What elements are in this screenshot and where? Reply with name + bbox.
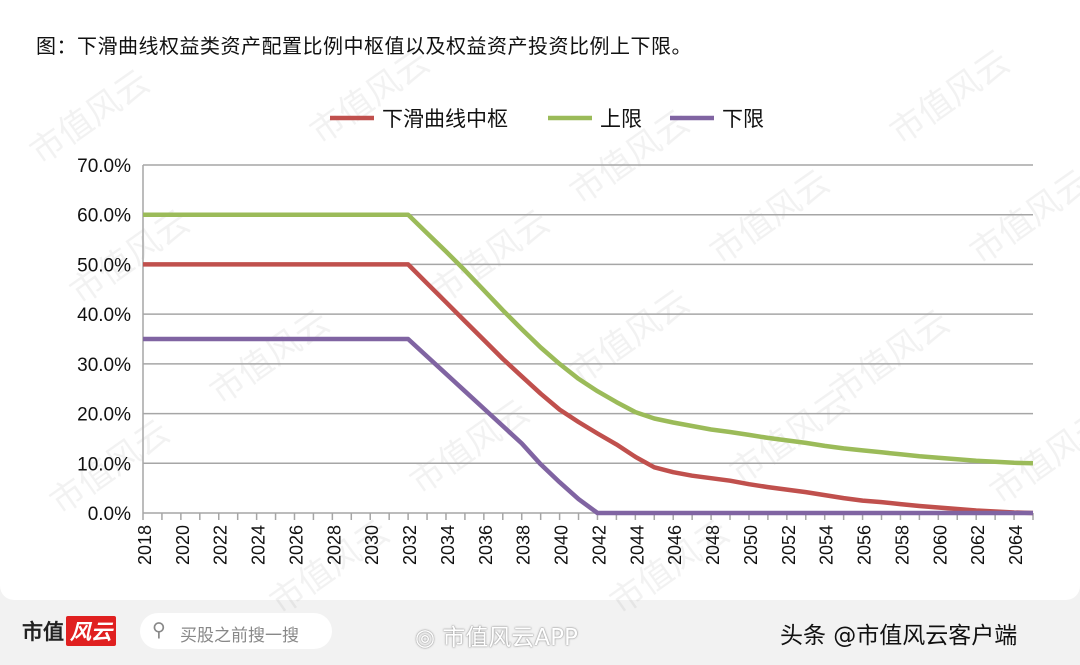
x-tick-label: 2028 [324, 525, 344, 565]
y-tick-label: 20.0% [77, 405, 131, 426]
weibo-text: 市值风云APP [442, 625, 578, 651]
brand-logo[interactable]: 市值 风云 [22, 616, 116, 646]
x-tick-label: 2022 [211, 525, 231, 565]
y-tick-label: 70.0% [77, 156, 131, 177]
logo-text: 市值 [22, 620, 64, 644]
x-tick-label: 2018 [135, 525, 155, 565]
y-tick-label: 30.0% [77, 355, 131, 376]
weibo-watermark: ◎ 市值风云APP [415, 618, 578, 652]
x-tick-label: 2030 [362, 525, 382, 565]
logo-mark: 风云 [66, 616, 116, 646]
x-tick-label: 2058 [892, 525, 912, 565]
x-tick-label: 2032 [400, 525, 420, 565]
x-tick-label: 2036 [476, 525, 496, 565]
x-tick-label: 2056 [855, 525, 875, 565]
y-tick-label: 10.0% [77, 454, 131, 475]
y-tick-label: 60.0% [77, 206, 131, 227]
x-tick-label: 2052 [779, 525, 799, 565]
x-tick-label: 2038 [514, 525, 534, 565]
line-chart: 0.0% 10.0% 20.0% 30.0% 40.0% 50.0% 60.0% 70.0% 2… [77, 107, 1034, 565]
x-tick-label: 2048 [703, 525, 723, 565]
chart-card: 图：下滑曲线权益类资产配置比例中枢值以及权益资产投资比例上下限。 [0, 0, 1080, 600]
x-tick-label: 2034 [438, 525, 458, 565]
series-line-1 [143, 212, 1034, 466]
toutiao-credit: 头条 @市值风云客户端 [780, 623, 1018, 649]
x-tick-label: 2044 [627, 525, 647, 565]
search-icon: ⚲ [152, 619, 166, 641]
legend-label: 下滑曲线中枢 [382, 107, 508, 131]
series-line-2 [143, 336, 1033, 516]
figure-caption: 图：下滑曲线权益类资产配置比例中枢值以及权益资产投资比例上下限。 [36, 34, 692, 58]
y-tick-label: 50.0% [77, 255, 131, 276]
x-tick-label: 2050 [741, 525, 761, 565]
footer-bar: 市值 风云 ⚲ 买股之前搜一搜 ◎ 市值风云APP 头条 @市值风云客户端 [0, 600, 1080, 665]
weibo-icon: ◎ [415, 625, 436, 651]
x-tick-label: 2062 [968, 525, 988, 565]
search-box[interactable]: ⚲ 买股之前搜一搜 [140, 613, 332, 649]
search-placeholder: 买股之前搜一搜 [180, 626, 299, 646]
x-tick-label: 2040 [552, 525, 572, 565]
x-tick-label: 2064 [1006, 525, 1026, 565]
legend-label: 下限 [722, 107, 764, 131]
x-tick-label: 2024 [249, 525, 269, 565]
x-tick-label: 2054 [817, 525, 837, 565]
y-tick-label: 40.0% [77, 305, 131, 326]
x-tick-label: 2060 [930, 525, 950, 565]
y-tick-label: 0.0% [88, 504, 131, 525]
x-tick-label: 2026 [286, 525, 306, 565]
legend-label: 上限 [600, 107, 642, 131]
series-line-0 [143, 262, 1034, 516]
x-tick-label: 2042 [589, 525, 609, 565]
x-tick-label: 2046 [665, 525, 685, 565]
x-tick-label: 2020 [173, 525, 193, 565]
